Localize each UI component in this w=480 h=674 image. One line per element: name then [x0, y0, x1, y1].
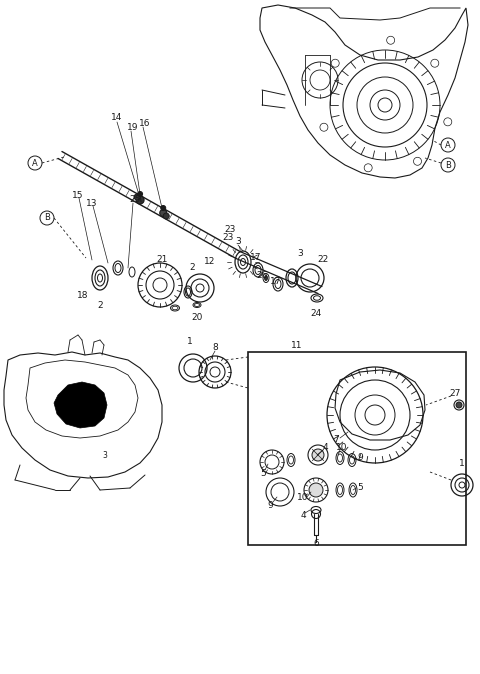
Circle shape: [161, 206, 166, 210]
Circle shape: [163, 213, 169, 219]
Text: 6: 6: [313, 539, 319, 547]
Text: 4: 4: [322, 443, 328, 452]
Text: 5: 5: [260, 468, 266, 477]
Text: 13: 13: [86, 199, 98, 208]
Bar: [248, 352, 466, 545]
Text: A: A: [32, 158, 38, 168]
Text: 3: 3: [103, 450, 108, 460]
Text: 3: 3: [297, 249, 303, 257]
Text: 21: 21: [156, 255, 168, 264]
Text: 10: 10: [336, 443, 348, 452]
Text: 17: 17: [270, 278, 282, 286]
Text: A: A: [445, 140, 451, 150]
Text: B: B: [44, 214, 50, 222]
Circle shape: [134, 194, 140, 200]
Text: B: B: [445, 160, 451, 169]
Text: 27: 27: [449, 388, 461, 398]
Text: 22: 22: [317, 255, 329, 264]
Text: 9: 9: [357, 452, 363, 462]
Circle shape: [138, 191, 143, 197]
Text: 12: 12: [204, 257, 216, 266]
Text: 26: 26: [256, 272, 268, 280]
Text: 2: 2: [189, 264, 195, 272]
Text: 19: 19: [127, 123, 139, 133]
Text: 4: 4: [300, 512, 306, 520]
Text: 5: 5: [357, 483, 363, 491]
Text: 23: 23: [222, 233, 234, 243]
Ellipse shape: [136, 196, 144, 204]
Text: 11: 11: [291, 340, 303, 350]
Ellipse shape: [264, 276, 267, 280]
Text: 18: 18: [77, 290, 89, 299]
Text: 3: 3: [235, 237, 241, 247]
Text: 16: 16: [139, 119, 151, 127]
Text: 14: 14: [111, 113, 123, 123]
Text: 10: 10: [297, 493, 309, 503]
Circle shape: [456, 402, 462, 408]
Circle shape: [312, 449, 324, 461]
Polygon shape: [54, 382, 107, 428]
Text: 1: 1: [187, 338, 193, 346]
Ellipse shape: [160, 210, 167, 216]
Text: 17: 17: [250, 253, 262, 262]
Text: 24: 24: [311, 309, 322, 317]
Text: 2: 2: [97, 301, 103, 309]
Text: 20: 20: [192, 313, 203, 322]
Text: 8: 8: [212, 344, 218, 353]
Text: 9: 9: [267, 501, 273, 510]
Text: 1: 1: [459, 458, 465, 468]
Text: 25: 25: [129, 195, 141, 204]
Text: 23: 23: [224, 226, 236, 235]
Text: 7: 7: [333, 435, 339, 444]
Text: 15: 15: [72, 191, 84, 200]
Circle shape: [309, 483, 323, 497]
